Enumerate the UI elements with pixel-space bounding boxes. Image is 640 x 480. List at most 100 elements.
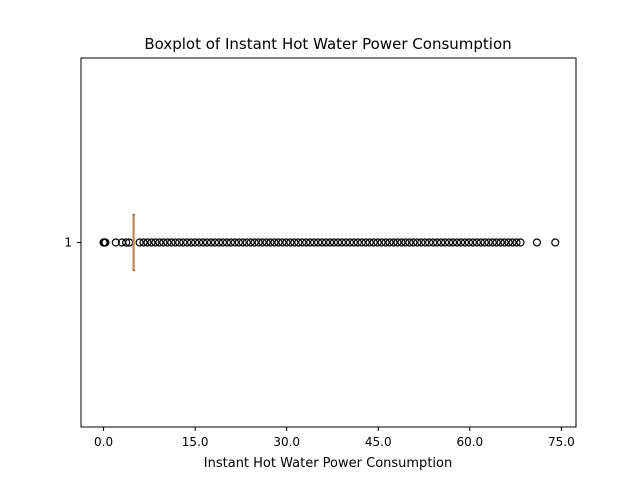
flier-point [206, 238, 216, 247]
flier-point [452, 238, 462, 247]
flier-point [147, 238, 156, 247]
flier-point [393, 238, 402, 247]
flier-point [258, 238, 267, 247]
flier-point [464, 238, 473, 247]
flier-point [226, 238, 235, 247]
flier-point [274, 238, 283, 247]
flier-point [222, 238, 231, 247]
flier-point [551, 238, 560, 247]
flier-point [472, 238, 481, 247]
flier-point [381, 238, 390, 247]
flier-point [183, 238, 192, 247]
flier-point [254, 238, 263, 247]
chart-title: Boxplot of Instant Hot Water Power Consu… [144, 35, 511, 53]
flier-point [512, 238, 521, 247]
flier-point [151, 238, 160, 247]
flier-point [337, 238, 347, 247]
flier-point [357, 238, 366, 247]
flier-point [202, 238, 212, 247]
flier-point [135, 238, 144, 247]
flier-point [448, 238, 458, 247]
flier-point [488, 238, 497, 247]
flier-point [532, 238, 542, 247]
flier-point [476, 238, 485, 247]
flier-point [139, 238, 148, 247]
flier-point [413, 238, 422, 247]
flier-point [278, 238, 287, 247]
flier-point [218, 238, 228, 247]
flier-point [321, 238, 331, 247]
x-tick-label: 15.0 [182, 435, 209, 449]
flier-point [405, 238, 414, 247]
flier-point [484, 238, 493, 247]
flier-point [500, 238, 509, 247]
flier-point [294, 238, 303, 247]
flier-point [508, 238, 517, 247]
flier-point [401, 238, 410, 247]
flier-point [345, 238, 354, 247]
flier-point [210, 238, 220, 247]
plot-area: 0.0 15.0 30.0 45.0 60.0 75.0 1 [64, 57, 577, 449]
flier-point [437, 238, 446, 247]
flier-point [175, 238, 184, 247]
flier-point [171, 238, 180, 247]
flier-point [480, 238, 489, 247]
flier-point [234, 238, 243, 247]
flier-point [111, 238, 120, 247]
flier-point [397, 238, 406, 247]
flier-point [282, 238, 291, 247]
flier-point [325, 238, 335, 247]
flier-point [195, 238, 204, 247]
flier-point [361, 238, 370, 247]
x-tick-label: 0.0 [94, 435, 113, 449]
x-tick-label: 75.0 [548, 435, 575, 449]
flier-point [187, 238, 196, 247]
flier-point [191, 238, 200, 247]
flier-point [290, 238, 299, 247]
flier-point [198, 238, 208, 247]
flier-point [155, 238, 164, 247]
flier-point [242, 238, 251, 247]
flier-point [314, 238, 323, 247]
flier-point [262, 238, 271, 247]
flier-point [440, 238, 450, 247]
flier-point [433, 238, 442, 247]
flier-point [373, 238, 382, 247]
flier-point [425, 238, 434, 247]
flier-point [492, 238, 501, 247]
flier-point [238, 238, 247, 247]
y-tick-label: 1 [64, 236, 72, 250]
flier-point [353, 238, 362, 247]
flier-point [444, 238, 454, 247]
flier-point [417, 238, 426, 247]
flier-point [167, 238, 176, 247]
flier-point [286, 238, 295, 247]
flier-point [163, 238, 172, 247]
flier-point [179, 238, 188, 247]
flier-point [214, 238, 224, 247]
flier-point [369, 238, 378, 247]
x-tick-label: 30.0 [273, 435, 300, 449]
flier-point [429, 238, 438, 247]
flier-point [246, 238, 255, 247]
flier-point [468, 238, 477, 247]
flier-point [460, 238, 470, 247]
flier-point [496, 238, 505, 247]
flier-point [310, 238, 319, 247]
flier-point [270, 238, 279, 247]
flier-point [365, 238, 374, 247]
flier-point [341, 238, 350, 247]
flier-point [421, 238, 430, 247]
flier-point [250, 238, 259, 247]
flier-point [377, 238, 386, 247]
flier-point [329, 238, 339, 247]
flier-point [298, 238, 307, 247]
flier-point [302, 238, 311, 247]
flier-point [122, 238, 131, 247]
flier-point [230, 238, 239, 247]
x-tick-label: 60.0 [456, 435, 483, 449]
x-tick-label: 45.0 [365, 435, 392, 449]
flier-point [306, 238, 315, 247]
flier-point [385, 238, 394, 247]
